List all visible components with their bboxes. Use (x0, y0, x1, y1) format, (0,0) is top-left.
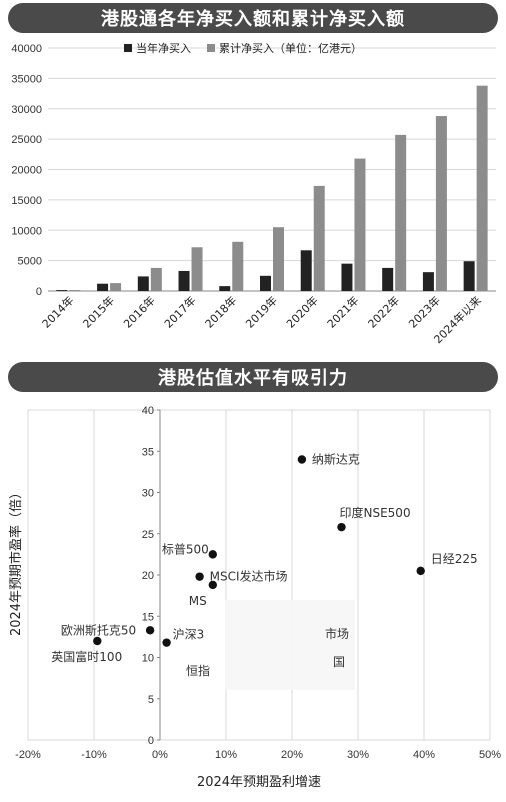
scatter-chart-title-banner: 港股估值水平有吸引力 (8, 362, 498, 392)
scatter-point (208, 550, 217, 559)
y-tick-label: 0 (148, 735, 154, 747)
bar-cumulative (354, 158, 366, 291)
bar-annual (137, 276, 149, 291)
bar-annual (219, 286, 231, 291)
bar-chart: 0 5000 10000 15000 20000 25000 30000 35000 40000… (11, 41, 496, 346)
bar-cumulative (313, 185, 325, 291)
y-tick-label: 10 (142, 653, 154, 665)
scatter-point (337, 522, 346, 532)
x-category-label: 2021年 (324, 293, 361, 330)
y-tick-label: 35 (142, 446, 154, 458)
bar-annual (260, 275, 271, 291)
y-tick-label: 30 (142, 488, 154, 500)
y-tick-label: 10000 (11, 225, 42, 237)
scatter-point (208, 580, 217, 590)
point-label: 标普500 (162, 542, 209, 556)
bar-annual (463, 261, 475, 291)
scatter-point (416, 566, 425, 576)
x-category-label: 2018年 (202, 293, 239, 330)
point-label: 日经225 (431, 552, 478, 566)
point-label: 沪深3 (173, 628, 205, 642)
y-tick-label: 25000 (11, 134, 42, 146)
y-tick-label: 20000 (11, 165, 42, 177)
bar-cumulative (395, 134, 407, 291)
point-label: 欧洲斯托克50 (61, 623, 136, 637)
y-tick-label: 25 (142, 529, 154, 541)
point-label: 市场 (325, 626, 349, 641)
x-tick-label: -10% (81, 749, 107, 761)
point-label: 国 (333, 655, 345, 669)
point-label: 恒指 (186, 663, 210, 678)
x-tick-label: 40% (413, 749, 435, 761)
y-tick-label: 15 (142, 611, 154, 623)
scatter-point (195, 572, 204, 581)
x-axis-title: 2024年预期盈利增速 (197, 775, 321, 790)
legend-label-annual: 当年净买入 (136, 41, 191, 55)
point-label: 纳斯达克 (312, 453, 360, 467)
y-tick-label: 0 (36, 286, 42, 298)
scatter-point (162, 638, 171, 647)
bar-cumulative (232, 241, 244, 291)
y-tick-label: 15000 (11, 195, 42, 207)
bar-annual (97, 283, 109, 291)
x-category-label: 2016年 (120, 293, 157, 330)
legend-label-cumulative: 累计净买入（单位：亿港元） (219, 41, 362, 55)
bar-chart-title: 港股通各年净买入额和累计净买入额 (101, 9, 405, 30)
bar-annual (341, 263, 353, 291)
y-axis-title: 2024年预期市盈率（倍） (8, 486, 24, 636)
scatter-chart-title: 港股估值水平有吸引力 (158, 368, 348, 389)
x-tick-label: 30% (347, 749, 369, 761)
y-tick-label: 40000 (11, 43, 42, 55)
x-category-label: 2017年 (161, 293, 198, 330)
point-label: MSCI发达市场 (210, 569, 288, 584)
x-category-label: 2019年 (243, 293, 280, 330)
bar-cumulative (191, 247, 203, 291)
bar-annual (300, 250, 312, 291)
faded-region (225, 600, 355, 690)
x-category-label: 2023年 (406, 293, 443, 330)
scatter-chart: -20% -10% 0% 10% 20% 30% 40% 50% 0 5 10 15 20 25 30 35 4… (8, 405, 501, 790)
bar-cumulative (69, 290, 81, 291)
y-tick-label: 5000 (18, 256, 42, 268)
x-tick-label: -20% (15, 749, 41, 761)
scatter-point (93, 636, 102, 646)
x-tick-label: 10% (215, 749, 237, 761)
x-tick-label: 0% (152, 749, 168, 761)
bar-annual (422, 272, 434, 291)
x-category-label: 2022年 (365, 293, 402, 330)
bar-cumulative (110, 283, 122, 291)
y-tick-label: 30000 (11, 104, 42, 116)
x-category-label: 2015年 (80, 293, 117, 330)
bar-annual (56, 290, 68, 291)
x-category-label: 2014年 (39, 293, 76, 330)
bar-cumulative (150, 267, 162, 291)
point-label: 印度NSE500 (340, 505, 411, 520)
point-label: MS (189, 594, 207, 608)
y-tick-label: 40 (142, 405, 154, 417)
x-tick-label: 50% (479, 749, 501, 761)
bar-annual (382, 267, 394, 291)
scatter-point (145, 626, 155, 635)
bar-chart-title-banner: 港股通各年净买入额和累计净买入额 (8, 3, 498, 33)
bar-cumulative (476, 85, 488, 291)
x-tick-label: 20% (281, 749, 303, 761)
y-tick-label: 5 (148, 694, 154, 706)
point-label: 英国富时100 (51, 649, 122, 664)
y-tick-label: 35000 (11, 73, 42, 85)
legend-swatch-cumulative (207, 44, 215, 52)
bar-cumulative (273, 227, 284, 291)
legend-swatch-annual (124, 44, 132, 52)
bar-annual (178, 270, 190, 291)
x-category-label: 2020年 (283, 293, 320, 330)
scatter-point (297, 455, 307, 464)
bar-cumulative (435, 116, 447, 291)
y-tick-label: 20 (142, 570, 154, 582)
